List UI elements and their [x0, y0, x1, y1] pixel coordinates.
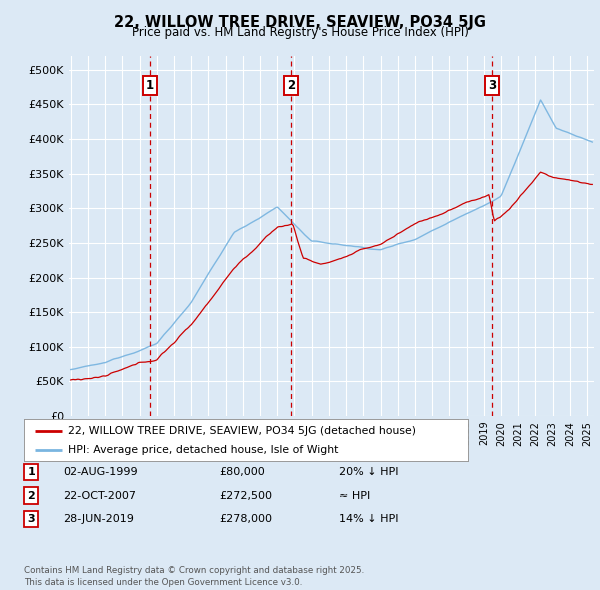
Text: 2: 2: [287, 78, 295, 91]
Text: 2: 2: [28, 491, 35, 500]
Text: 22, WILLOW TREE DRIVE, SEAVIEW, PO34 5JG: 22, WILLOW TREE DRIVE, SEAVIEW, PO34 5JG: [114, 15, 486, 30]
Text: £278,000: £278,000: [219, 514, 272, 524]
Text: 22-OCT-2007: 22-OCT-2007: [63, 491, 136, 500]
Text: Price paid vs. HM Land Registry's House Price Index (HPI): Price paid vs. HM Land Registry's House …: [131, 26, 469, 39]
Text: 1: 1: [145, 78, 154, 91]
Text: 14% ↓ HPI: 14% ↓ HPI: [339, 514, 398, 524]
Text: 22, WILLOW TREE DRIVE, SEAVIEW, PO34 5JG (detached house): 22, WILLOW TREE DRIVE, SEAVIEW, PO34 5JG…: [68, 426, 416, 436]
Text: HPI: Average price, detached house, Isle of Wight: HPI: Average price, detached house, Isle…: [68, 445, 339, 455]
Text: 02-AUG-1999: 02-AUG-1999: [63, 467, 137, 477]
Text: 3: 3: [488, 78, 496, 91]
Text: 1: 1: [28, 467, 35, 477]
Text: 20% ↓ HPI: 20% ↓ HPI: [339, 467, 398, 477]
Text: £272,500: £272,500: [219, 491, 272, 500]
Text: 3: 3: [28, 514, 35, 524]
Text: Contains HM Land Registry data © Crown copyright and database right 2025.
This d: Contains HM Land Registry data © Crown c…: [24, 566, 364, 587]
Text: 28-JUN-2019: 28-JUN-2019: [63, 514, 134, 524]
Text: ≈ HPI: ≈ HPI: [339, 491, 370, 500]
Text: £80,000: £80,000: [219, 467, 265, 477]
